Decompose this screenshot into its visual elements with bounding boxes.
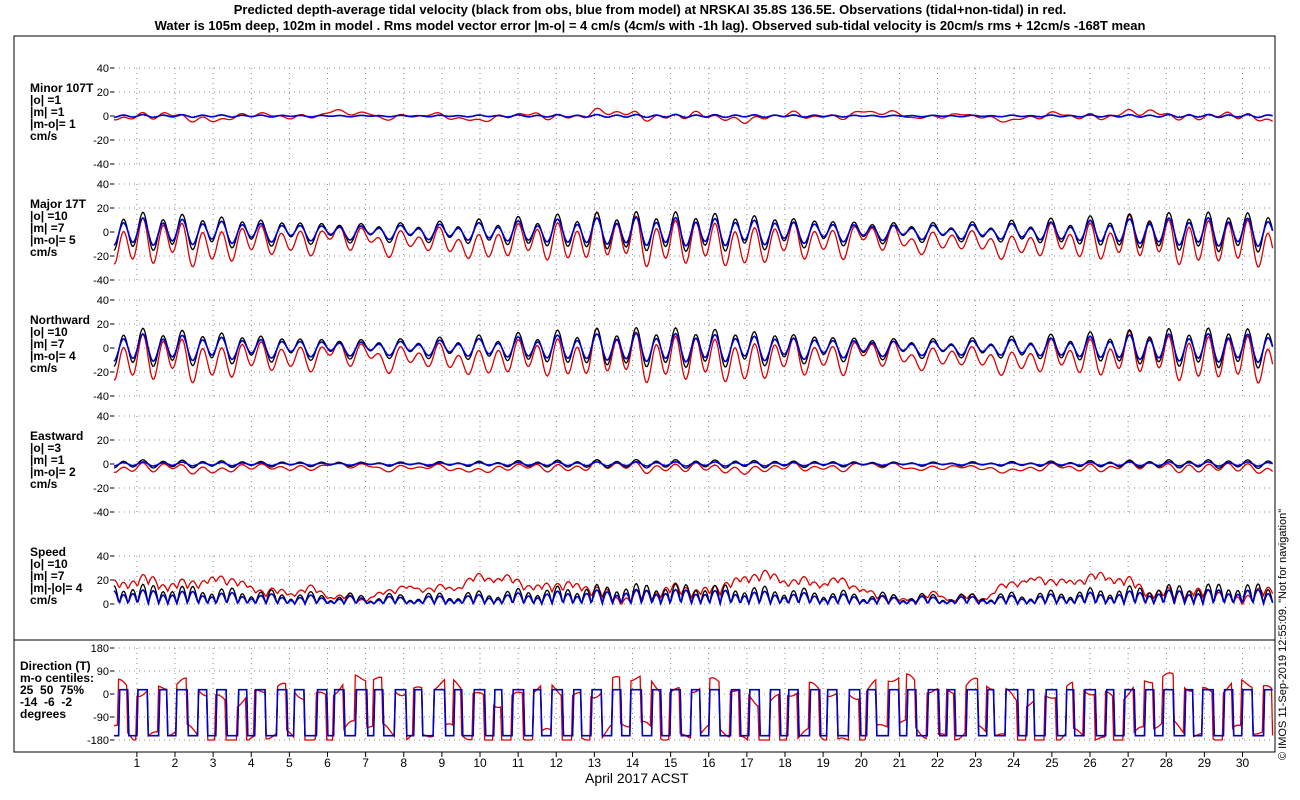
series-observed-line (113, 672, 1274, 742)
y-tick-label: 40 (97, 179, 109, 191)
x-tick-label: 5 (286, 756, 293, 770)
x-axis-label: April 2017 ACST (585, 770, 689, 786)
x-tick-label: 11 (512, 756, 525, 770)
copyright-credit: © IMOS 11-Sep-2019 12:55:09. "Not for na… (1277, 508, 1289, 760)
x-tick-label: 20 (855, 756, 869, 770)
series-model-line (113, 216, 1274, 248)
x-tick-label: 26 (1083, 756, 1097, 770)
y-tick-label: 0 (103, 599, 109, 611)
y-tick-label: -40 (93, 275, 109, 287)
x-tick-label: 2 (172, 756, 179, 770)
y-tick-label: 180 (91, 643, 109, 655)
x-tick-label: 16 (702, 756, 716, 770)
x-tick-label: 8 (400, 756, 407, 770)
panel-label-minor: Minor 107T |o| =1 |m| =1 |m-o|= 1 cm/s (30, 81, 94, 143)
x-tick-label: 22 (931, 756, 945, 770)
y-tick-label: -90 (93, 712, 109, 724)
y-tick-label: 0 (103, 689, 109, 701)
y-tick-label: -40 (93, 391, 109, 403)
panel-speed: 40 20 0 (97, 551, 1274, 611)
x-tick-label: 6 (324, 756, 331, 770)
y-tick-label: -20 (93, 251, 109, 263)
panel-label-northward: Northward |o| =10 |m| =7 |m-o|= 4 cm/s (30, 313, 90, 375)
x-tick-label: 10 (473, 756, 487, 770)
y-tick-label: -20 (93, 367, 109, 379)
y-tick-label: 20 (97, 319, 109, 331)
y-tick-label: -40 (93, 159, 109, 171)
x-tick-label: 29 (1198, 756, 1212, 770)
y-tick-label: 40 (97, 295, 109, 307)
panel-direction: 180 90 0 -90 -180 (87, 643, 1274, 747)
y-tick-label: 20 (97, 435, 109, 447)
x-tick-label: 30 (1236, 756, 1250, 770)
x-tick-label: 4 (248, 756, 255, 770)
y-tick-label: 40 (97, 551, 109, 563)
x-tick-label: 15 (664, 756, 678, 770)
x-tick-label: 28 (1160, 756, 1174, 770)
panel-northward: 40 20 0 -20 -40 (93, 295, 1274, 403)
series-obs-tidal-line (113, 210, 1274, 253)
x-tick-label: 27 (1121, 756, 1135, 770)
y-tick-label: 20 (97, 87, 109, 99)
series-model-line (114, 688, 1273, 737)
panel-label-direction: Direction (T) m-o centiles: 25 50 75% -1… (20, 659, 95, 721)
series-model-line (113, 588, 1274, 607)
y-tick-label: 40 (97, 63, 109, 75)
series-obs-tidal-line (113, 582, 1274, 607)
x-tick-label: 19 (816, 756, 830, 770)
x-tick-label: 18 (778, 756, 792, 770)
x-tick-label: 23 (969, 756, 983, 770)
panel-minor: 40 20 0 -20 -40 (93, 63, 1273, 171)
x-tick-label: 14 (626, 756, 640, 770)
x-tick-label: 1 (134, 756, 141, 770)
chart-title-line-2: Water is 105m deep, 102m in model . Rms … (154, 18, 1146, 33)
y-tick-label: -20 (93, 483, 109, 495)
x-tick-label: 3 (210, 756, 217, 770)
x-tick-label: 7 (362, 756, 369, 770)
series-model-line (113, 113, 1273, 119)
series-model-line (113, 460, 1273, 467)
panel-major: 40 20 0 -20 -40 (93, 179, 1274, 287)
outer-frame (13, 35, 1276, 753)
x-tick-label: 25 (1045, 756, 1059, 770)
x-tick-label: 9 (439, 756, 446, 770)
x-tick-label: 13 (588, 756, 602, 770)
y-tick-label: -20 (93, 135, 109, 147)
y-tick-label: 0 (103, 343, 109, 355)
panel-label-speed: Speed |o| =10 |m| =7 |m|-|o|= 4 cm/s (30, 545, 83, 607)
panel-eastward: 40 20 0 -20 -40 (93, 411, 1274, 519)
y-tick-label: 90 (97, 666, 109, 678)
y-tick-label: 40 (97, 411, 109, 423)
series-obs-tidal-line (113, 326, 1274, 369)
x-tick-label: 24 (1007, 756, 1021, 770)
y-tick-label: 0 (103, 459, 109, 471)
y-tick-label: 0 (103, 111, 109, 123)
y-tick-label: 20 (97, 575, 109, 587)
panel-label-eastward: Eastward |o| =3 |m| =1 |m-o|= 2 cm/s (30, 429, 84, 491)
y-tick-label: 20 (97, 203, 109, 215)
x-tick-label: 12 (550, 756, 564, 770)
y-tick-label: 0 (103, 227, 109, 239)
x-tick-label: 21 (893, 756, 907, 770)
chart-title-line-1: Predicted depth-average tidal velocity (… (233, 2, 1067, 17)
series-model-line (113, 332, 1274, 364)
series-observed-line (113, 459, 1274, 475)
x-tick-label: 17 (740, 756, 754, 770)
panel-label-major: Major 17T |o| =10 |m| =7 |m-o|= 5 cm/s (30, 197, 87, 259)
y-tick-label: -180 (87, 735, 109, 747)
y-tick-label: -40 (93, 507, 109, 519)
